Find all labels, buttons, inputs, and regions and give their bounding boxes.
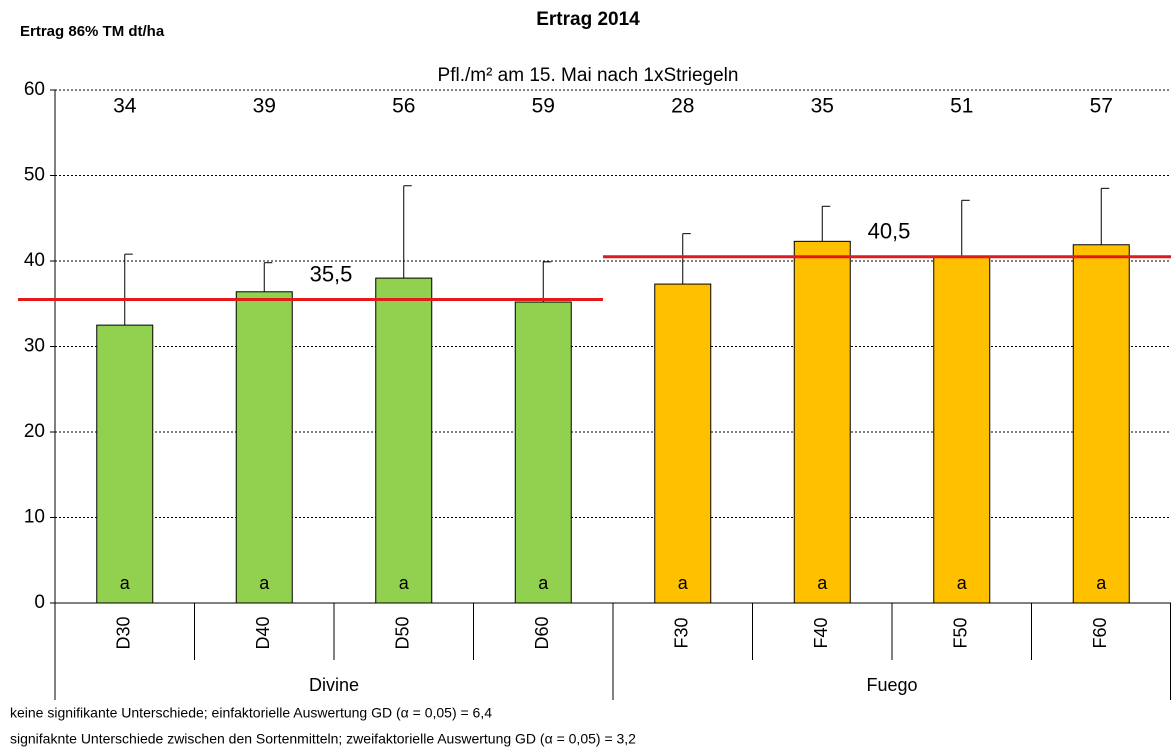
plant-count: 35 (811, 95, 834, 118)
chart-title: Ertrag 2014 (536, 9, 640, 30)
plant-count: 34 (113, 95, 137, 118)
x-tick-label: F40 (811, 617, 831, 648)
y-tick-label: 10 (24, 507, 45, 528)
letter-label: a (120, 573, 131, 593)
x-tick-label: D30 (114, 616, 134, 649)
plant-count: 39 (253, 95, 276, 118)
y-tick-label: 0 (34, 592, 45, 613)
letter-label: a (538, 573, 549, 593)
plant-count: 56 (392, 95, 415, 118)
y-tick-label: 60 (24, 79, 45, 100)
mean-label: 35,5 (310, 261, 353, 286)
bar (514, 301, 572, 604)
bar (1072, 244, 1130, 604)
letter-label: a (259, 573, 270, 593)
y-tick-label: 30 (24, 336, 45, 357)
mean-label: 40,5 (868, 219, 911, 244)
plant-count: 51 (950, 95, 973, 118)
subtitle: Pfl./m² am 15. Mai nach 1xStriegeln (438, 65, 739, 86)
group-label: Fuego (866, 675, 917, 695)
plant-count: 57 (1090, 95, 1113, 118)
letter-label: a (957, 573, 968, 593)
x-tick-label: F60 (1090, 617, 1110, 648)
note: keine signifikante Unterschiede; einfakt… (10, 705, 492, 721)
bar (235, 291, 293, 604)
letter-label: a (817, 573, 828, 593)
x-tick-label: F50 (951, 617, 971, 648)
x-tick-label: D60 (532, 616, 552, 649)
plant-count: 28 (671, 95, 694, 118)
bar (654, 283, 712, 604)
y-tick-label: 50 (24, 165, 45, 186)
bar (375, 277, 433, 604)
y-tick-label: 20 (24, 421, 45, 442)
x-tick-label: D50 (393, 616, 413, 649)
bar (933, 256, 991, 604)
x-tick-label: F30 (672, 617, 692, 648)
note: signifaknte Unterschiede zwischen den So… (10, 731, 636, 747)
letter-label: a (1096, 573, 1107, 593)
plant-count: 59 (532, 95, 555, 118)
y-axis-label: Ertrag 86% TM dt/ha (20, 23, 165, 40)
letter-label: a (678, 573, 689, 593)
y-tick-label: 40 (24, 250, 45, 271)
bar (793, 240, 851, 604)
group-label: Divine (309, 675, 359, 695)
bar (96, 324, 154, 604)
letter-label: a (399, 573, 410, 593)
x-tick-label: D40 (253, 616, 273, 649)
